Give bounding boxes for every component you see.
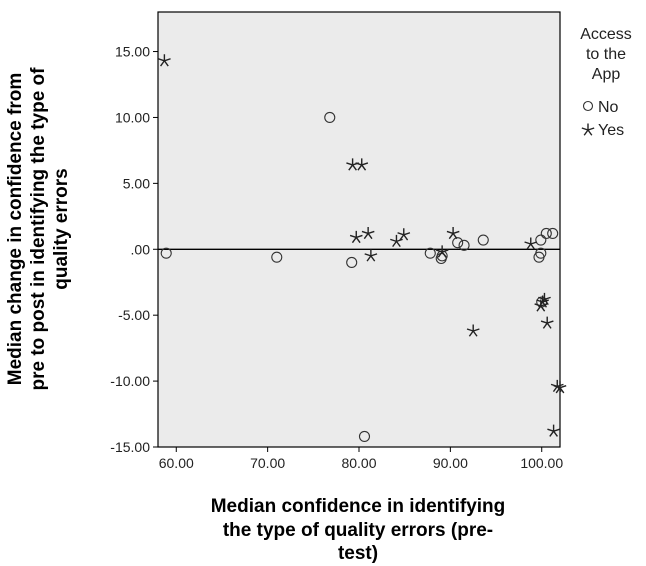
plot-area (157, 11, 561, 448)
point-no (547, 227, 559, 240)
legend: Access to the App No Yes (580, 26, 632, 139)
x-axis-title-line-3: test) (338, 543, 378, 564)
point-yes (553, 381, 567, 394)
y-tick-label: -15.00 (110, 439, 150, 455)
y-tick-label: -10.00 (110, 373, 150, 389)
y-tick-label: -5.00 (118, 307, 150, 323)
y-axis-title-line-2: pre to post in identifying the type of (28, 67, 49, 391)
legend-star-marker-icon (581, 123, 595, 136)
point-no (540, 227, 552, 240)
point-yes (466, 324, 480, 337)
point-no (271, 251, 283, 263)
point-yes (538, 292, 551, 306)
point-yes (524, 237, 538, 250)
legend-title-line-2: to the (586, 46, 626, 63)
point-no (324, 111, 336, 124)
point-yes (446, 226, 460, 240)
point-yes (346, 158, 360, 171)
legend-title-line-3: App (592, 66, 621, 83)
y-tick-label: 5.00 (123, 175, 150, 191)
point-no (452, 237, 464, 249)
point-no (458, 239, 470, 251)
y-tick-label: .00 (131, 241, 151, 257)
point-yes (390, 234, 403, 248)
x-tick-label: 100.00 (520, 455, 563, 471)
point-yes (364, 249, 378, 262)
point-yes (397, 228, 411, 241)
x-tick-label: 60.00 (159, 455, 194, 471)
point-no (535, 247, 547, 259)
legend-title-line-1: Access (580, 26, 632, 43)
point-yes (349, 230, 363, 244)
y-tick-label: 15.00 (115, 44, 150, 60)
y-axis-title: Median change in confidence from pre to … (5, 67, 72, 391)
x-tick-label: 90.00 (433, 455, 468, 471)
y-axis-title-line-1: Median change in confidence from (5, 73, 26, 386)
x-axis-title: Median confidence in identifying the typ… (211, 496, 506, 564)
point-no (346, 256, 358, 269)
y-axis-title-line-3: quality errors (51, 168, 72, 289)
x-axis-title-line-1: Median confidence in identifying (211, 496, 506, 517)
point-yes (355, 158, 369, 171)
legend-label-no: No (598, 99, 619, 116)
y-tick-label: 10.00 (115, 109, 150, 125)
x-tick-label: 70.00 (250, 455, 285, 471)
point-no (424, 247, 436, 259)
point-yes (534, 299, 548, 312)
point-yes (157, 54, 171, 67)
legend-circle-marker-icon (582, 100, 594, 112)
legend-star-path (581, 123, 595, 136)
x-tick-label: 80.00 (341, 455, 376, 471)
point-no (160, 247, 172, 259)
point-yes (435, 245, 449, 258)
point-yes (547, 424, 561, 437)
legend-label-yes: Yes (598, 122, 624, 139)
point-no (358, 430, 371, 443)
point-yes (361, 226, 375, 240)
x-axis-title-line-2: the type of quality errors (pre- (223, 520, 493, 541)
point-no (477, 234, 489, 246)
point-yes (540, 316, 554, 329)
point-no (535, 234, 547, 246)
